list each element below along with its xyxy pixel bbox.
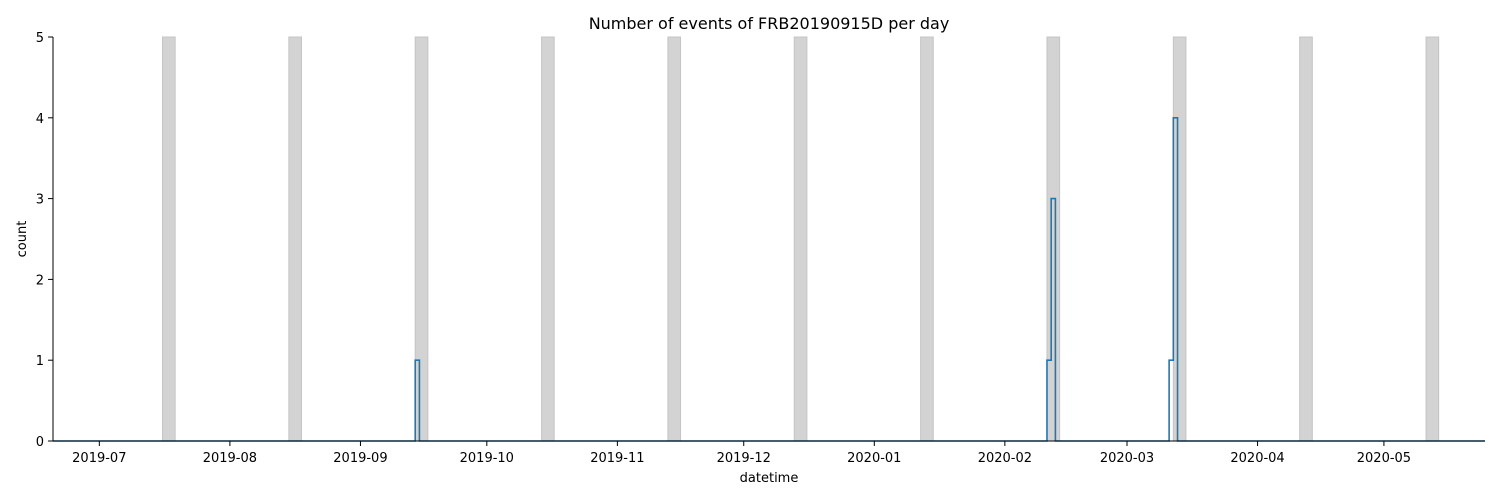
y-tick-label: 4 [36, 112, 44, 127]
shaded-band [1172, 36, 1187, 442]
shaded-bands [162, 36, 1440, 442]
x-tick-label: 2019-12 [717, 451, 771, 466]
shaded-band [920, 36, 934, 442]
y-tick-label: 3 [36, 193, 44, 208]
x-tick-label: 2020-04 [1230, 451, 1284, 466]
x-axis-title: datetime [740, 471, 799, 486]
series-group [53, 117, 1485, 442]
x-tick-label: 2020-03 [1100, 451, 1154, 466]
shaded-band [288, 36, 302, 442]
shaded-band [1046, 36, 1061, 442]
shaded-band [1425, 36, 1440, 442]
y-tick-label: 5 [36, 31, 44, 46]
y-tick-label: 2 [36, 273, 44, 288]
x-tick-label: 2019-07 [72, 451, 126, 466]
x-tick-label: 2020-01 [847, 451, 901, 466]
x-tick-label: 2019-08 [203, 451, 257, 466]
x-tick-label: 2019-09 [333, 451, 387, 466]
y-tick-label: 0 [36, 435, 44, 450]
shaded-band [541, 36, 555, 442]
series-line [53, 117, 1485, 442]
x-tick-label: 2020-02 [978, 451, 1032, 466]
y-ticks: 0 1 2 3 4 5 [36, 31, 53, 450]
x-tick-label: 2019-10 [460, 451, 514, 466]
shaded-band [162, 36, 176, 442]
y-axis-title: count [15, 221, 30, 258]
shaded-band [414, 36, 429, 442]
y-tick-label: 1 [36, 354, 44, 369]
shaded-band [1299, 36, 1313, 442]
x-tick-label: 2020-05 [1357, 451, 1411, 466]
shaded-band [667, 36, 682, 442]
shaded-band [793, 36, 808, 442]
x-ticks: 2019-07 2019-08 2019-09 2019-10 2019-11 2019-… [72, 441, 1411, 466]
x-tick-label: 2019-11 [590, 451, 644, 466]
chart-title: Number of events of FRB20190915D per day [589, 14, 950, 33]
